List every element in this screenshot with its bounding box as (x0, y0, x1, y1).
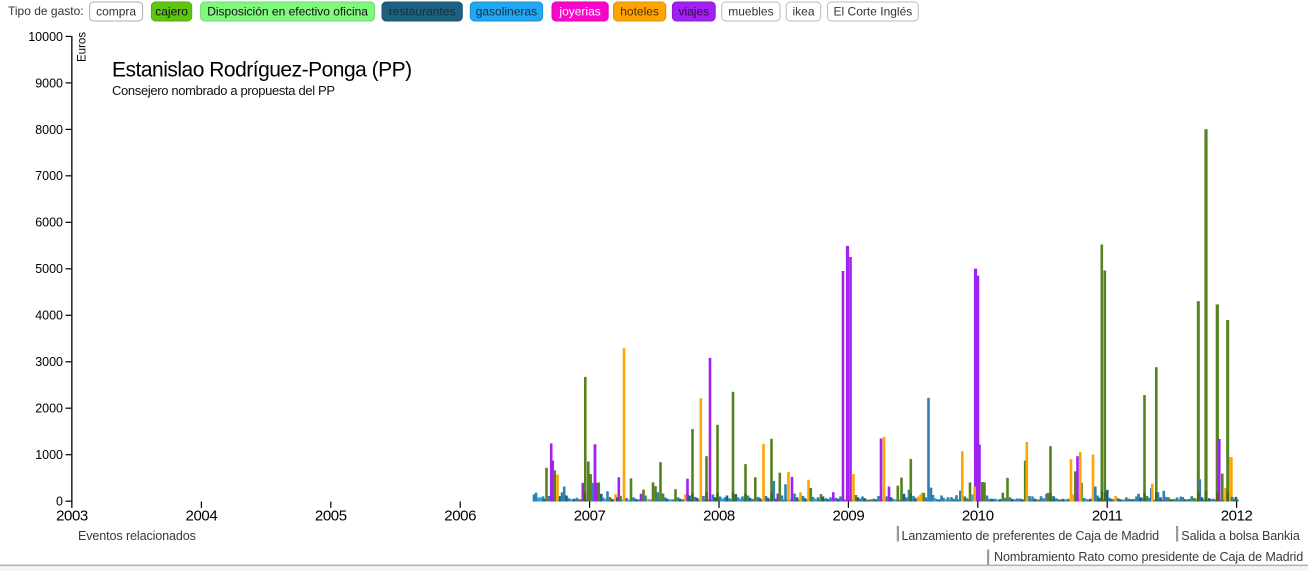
svg-text:Estanislao Rodríguez-Ponga (PP: Estanislao Rodríguez-Ponga (PP) (112, 59, 412, 82)
svg-text:ikea: ikea (792, 4, 814, 18)
svg-text:Tipo de gasto:: Tipo de gasto: (8, 4, 84, 18)
svg-text:0: 0 (56, 495, 63, 509)
svg-text:2008: 2008 (703, 508, 735, 525)
svg-text:6000: 6000 (35, 216, 63, 230)
svg-text:2005: 2005 (315, 508, 347, 525)
svg-text:Disposición en efectivo oficin: Disposición en efectivo oficina (207, 4, 368, 18)
svg-text:7000: 7000 (35, 169, 63, 183)
svg-text:2012: 2012 (1221, 508, 1253, 525)
svg-text:compra: compra (96, 4, 136, 18)
svg-text:2010: 2010 (962, 508, 994, 525)
svg-text:joyerias: joyerias (558, 4, 600, 18)
svg-text:2009: 2009 (833, 508, 865, 525)
svg-text:cajero: cajero (155, 4, 188, 18)
svg-text:restaurantes: restaurantes (389, 4, 456, 18)
svg-text:2006: 2006 (444, 508, 476, 525)
svg-text:2007: 2007 (574, 508, 606, 525)
svg-text:10000: 10000 (28, 30, 63, 44)
svg-text:Euros: Euros (77, 32, 89, 62)
svg-text:3000: 3000 (35, 355, 63, 369)
svg-text:2004: 2004 (186, 508, 218, 525)
svg-text:El Corte Inglés: El Corte Inglés (834, 4, 913, 18)
svg-text:Consejero nombrado a propuesta: Consejero nombrado a propuesta del PP (112, 83, 335, 98)
svg-text:Eventos relacionados: Eventos relacionados (78, 529, 196, 543)
svg-text:muebles: muebles (728, 4, 773, 18)
svg-text:2011: 2011 (1092, 508, 1123, 525)
svg-text:1000: 1000 (35, 448, 63, 462)
svg-text:4000: 4000 (35, 309, 63, 323)
svg-text:Lanzamiento de preferentes de: Lanzamiento de preferentes de Caja de Ma… (902, 529, 1160, 543)
svg-text:gasolineras: gasolineras (476, 4, 537, 18)
svg-text:hoteles: hoteles (620, 4, 659, 18)
svg-text:Salida a bolsa Bankia: Salida a bolsa Bankia (1181, 529, 1300, 543)
svg-text:Nombramiento Rato como preside: Nombramiento Rato como presidente de Caj… (994, 550, 1303, 564)
svg-text:8000: 8000 (35, 123, 63, 137)
svg-text:viajes: viajes (678, 4, 709, 18)
svg-text:5000: 5000 (35, 262, 63, 276)
svg-text:2000: 2000 (35, 402, 63, 416)
svg-text:2003: 2003 (56, 508, 88, 525)
svg-text:9000: 9000 (35, 76, 63, 90)
